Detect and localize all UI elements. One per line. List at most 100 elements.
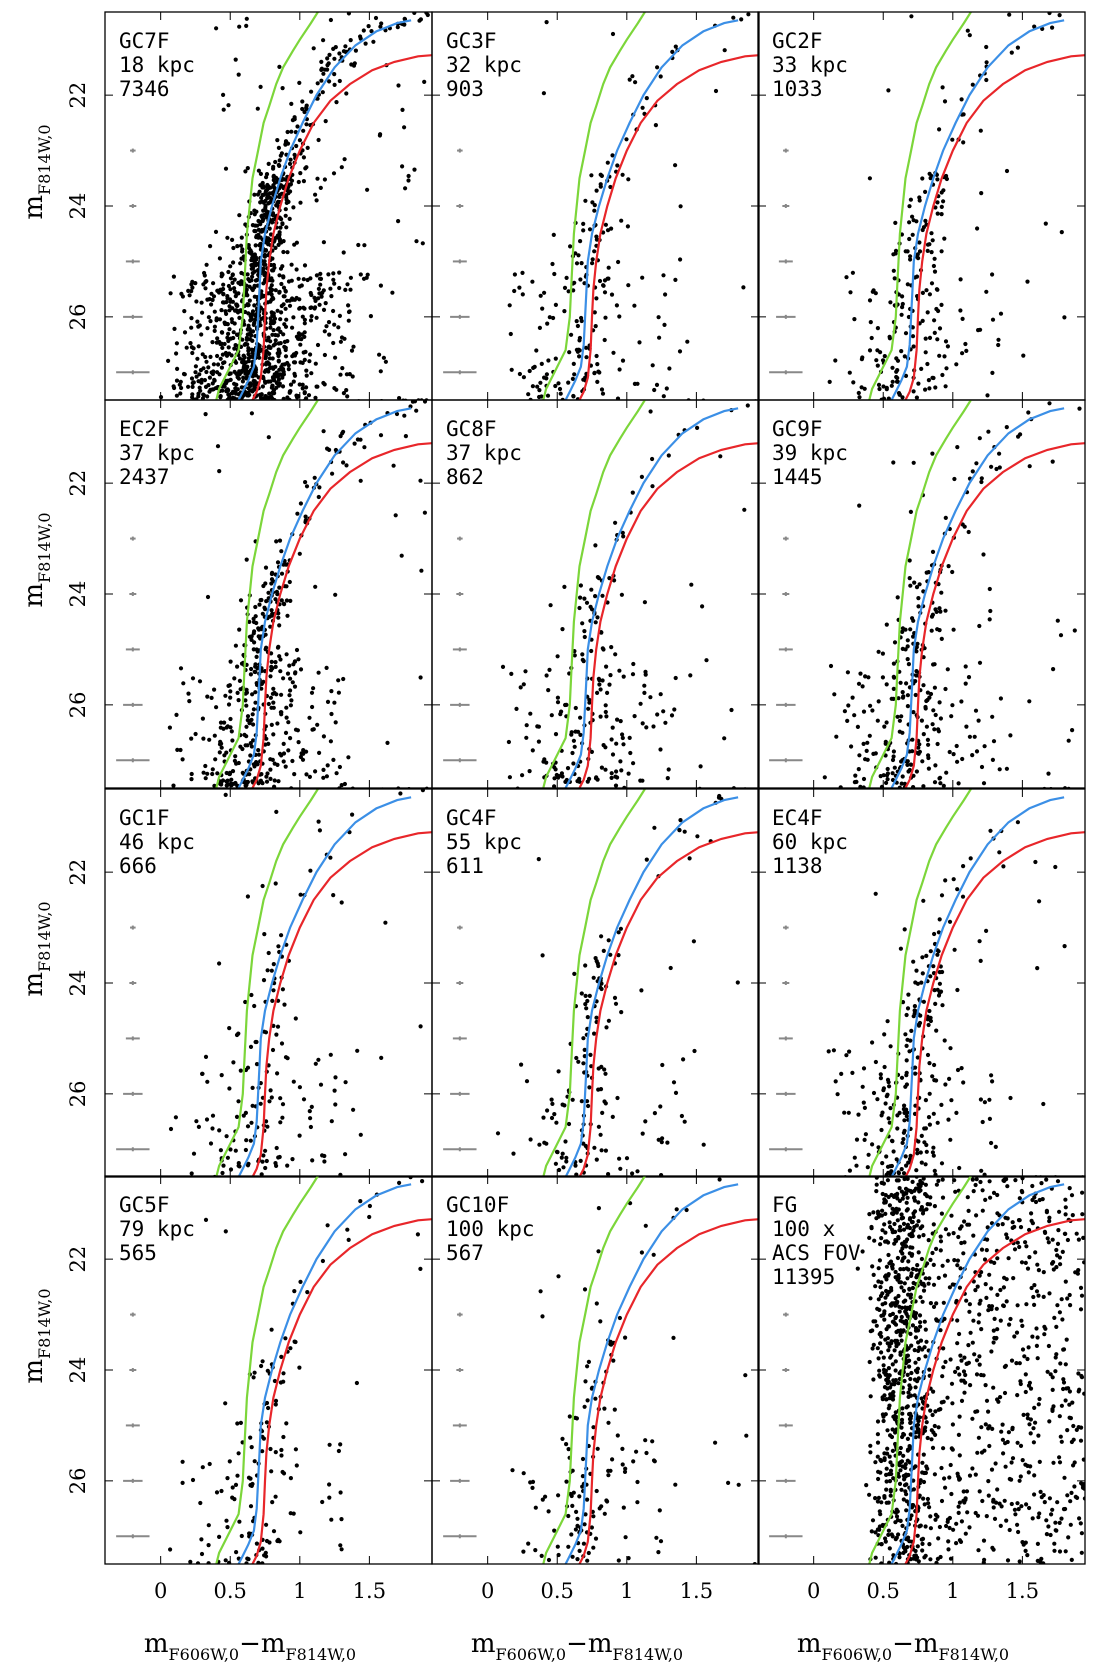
star-point — [302, 317, 307, 322]
star-point — [228, 781, 233, 786]
star-point — [1027, 1505, 1032, 1511]
star-point — [1074, 1231, 1079, 1236]
star-point — [274, 370, 279, 375]
star-point — [979, 191, 984, 196]
star-point — [903, 627, 908, 632]
star-point — [916, 745, 921, 750]
star-point — [927, 1367, 932, 1372]
star-point — [1050, 1507, 1055, 1512]
star-point — [406, 178, 411, 183]
star-point — [701, 1142, 706, 1147]
star-point — [899, 1417, 905, 1422]
star-point — [995, 1327, 1000, 1332]
star-point — [362, 445, 367, 450]
star-point — [553, 767, 558, 772]
star-point — [869, 335, 874, 341]
star-point — [188, 341, 193, 346]
star-point — [297, 1085, 302, 1090]
star-point — [327, 52, 332, 58]
star-point — [1052, 1548, 1057, 1553]
star-point — [226, 338, 231, 344]
isochrone-green — [542, 1176, 646, 1564]
star-point — [246, 1557, 251, 1562]
star-point — [875, 363, 880, 368]
star-point — [925, 690, 931, 695]
star-point — [327, 1495, 332, 1500]
star-point — [583, 1512, 588, 1517]
star-point — [932, 1168, 937, 1173]
star-point — [341, 250, 346, 255]
star-point — [981, 1538, 987, 1543]
star-point — [178, 379, 183, 384]
star-point — [856, 767, 861, 772]
star-point — [583, 198, 588, 203]
star-point — [635, 1479, 640, 1485]
star-point — [251, 647, 256, 652]
star-point — [227, 683, 232, 688]
star-point — [955, 759, 960, 764]
star-point — [420, 241, 425, 246]
star-point — [554, 1120, 559, 1125]
star-point — [300, 99, 305, 104]
star-point — [995, 1192, 1000, 1198]
star-point — [220, 330, 225, 335]
star-point — [868, 1296, 873, 1301]
isochrone-blue — [237, 19, 412, 400]
star-point — [244, 724, 249, 729]
star-point — [401, 403, 405, 407]
star-point — [926, 753, 931, 758]
star-point — [222, 720, 227, 725]
star-point — [924, 288, 929, 293]
star-point — [961, 1080, 966, 1085]
star-point — [248, 1504, 254, 1509]
star-point — [527, 769, 532, 774]
star-point — [1080, 1212, 1085, 1217]
star-point — [953, 1369, 958, 1374]
star-point — [1068, 1499, 1073, 1504]
star-point — [580, 657, 585, 663]
star-point — [961, 864, 966, 869]
star-point — [870, 1142, 875, 1147]
star-point — [896, 696, 901, 701]
star-point — [403, 186, 408, 191]
isochrone-red — [904, 831, 1085, 1177]
star-point — [584, 600, 590, 605]
star-point — [904, 681, 909, 686]
panel-label: GC7F — [119, 29, 170, 53]
star-point — [899, 1420, 905, 1425]
star-point — [277, 372, 282, 377]
star-point — [547, 667, 552, 673]
star-point — [594, 1301, 599, 1306]
star-point — [630, 672, 636, 677]
star-point — [867, 176, 873, 181]
star-point — [290, 325, 295, 330]
star-point — [984, 1248, 989, 1253]
star-point — [984, 44, 989, 50]
star-point — [899, 714, 904, 719]
scatter-points — [510, 1177, 757, 1564]
star-point — [296, 657, 301, 662]
star-point — [1065, 1493, 1070, 1498]
star-point — [279, 310, 284, 315]
star-point — [626, 1556, 631, 1561]
star-point — [329, 1119, 334, 1124]
star-point — [651, 724, 656, 729]
star-point — [285, 298, 290, 303]
star-point — [295, 728, 300, 733]
star-point — [931, 1145, 936, 1150]
star-point — [303, 349, 308, 354]
star-point — [234, 303, 239, 308]
star-point — [263, 632, 268, 637]
star-point — [1062, 1475, 1067, 1480]
star-point — [227, 351, 232, 356]
star-point — [578, 1158, 583, 1163]
star-point — [589, 173, 594, 178]
star-point — [834, 734, 839, 739]
star-point — [232, 286, 237, 291]
star-point — [195, 1561, 201, 1564]
star-point — [997, 451, 1002, 456]
star-point — [242, 732, 247, 738]
star-point — [931, 263, 937, 269]
x-tick-label: 0 — [154, 1579, 167, 1603]
